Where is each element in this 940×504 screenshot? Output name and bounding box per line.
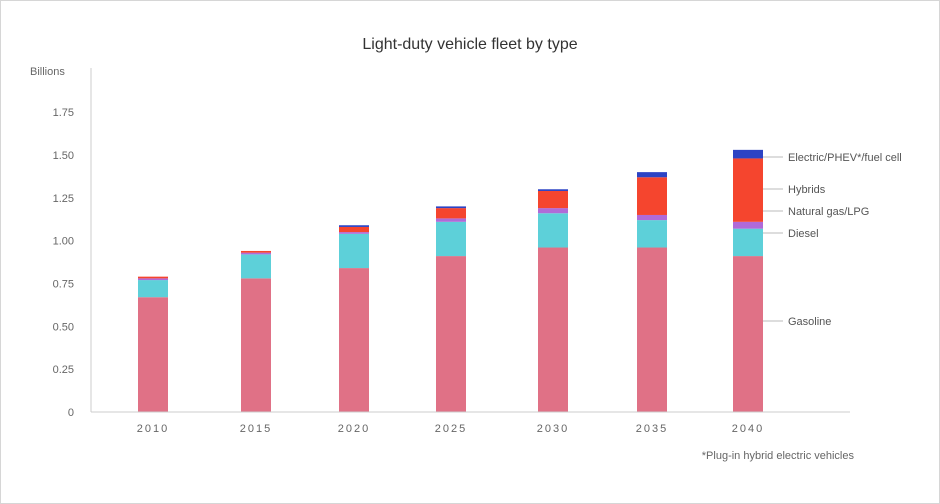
x-tick-label: 2015 <box>240 423 272 435</box>
y-tick-label: 1.75 <box>53 107 74 119</box>
y-tick-label: 1.25 <box>53 193 74 205</box>
x-tick-label: 2040 <box>732 423 764 435</box>
bar-segment-hybrids-2015 <box>241 250 271 253</box>
footnote: *Plug-in hybrid electric vehicles <box>701 450 854 462</box>
bar-segment-gasoline-2040 <box>733 256 763 412</box>
series-label-diesel: Diesel <box>788 228 819 240</box>
bar-segment-electric-phev-fuel-cell-2025 <box>436 206 466 209</box>
bar-segment-diesel-2020 <box>339 233 369 269</box>
chart-title: Light-duty vehicle fleet by type <box>362 36 578 53</box>
bar-segment-hybrids-2020 <box>339 226 369 233</box>
x-tick-label: 2035 <box>636 423 668 435</box>
x-tick-label: 2030 <box>537 423 569 435</box>
bar-segment-natural-gas-lpg-2020 <box>339 232 369 234</box>
bar-segment-gasoline-2025 <box>436 256 466 412</box>
x-tick-label: 2010 <box>137 423 169 435</box>
bar-segment-hybrids-2025 <box>436 208 466 219</box>
bar-segment-natural-gas-lpg-2015 <box>241 252 271 255</box>
series-label-natural-gas-lpg: Natural gas/LPG <box>788 206 869 218</box>
y-tick-label: 0 <box>68 407 74 419</box>
bar-segment-diesel-2035 <box>637 220 667 248</box>
bar-segment-diesel-2015 <box>241 254 271 279</box>
bar-segment-natural-gas-lpg-2040 <box>733 221 763 229</box>
bars-group <box>138 149 763 412</box>
bar-segment-diesel-2010 <box>138 280 168 298</box>
series-labels-group: Gasoline Diesel Natural gas/LPG Hybrids Elec… <box>763 152 902 328</box>
bar-segment-diesel-2040 <box>733 228 763 257</box>
y-tick-label: 0.50 <box>53 321 74 333</box>
bar-segment-natural-gas-lpg-2035 <box>637 214 667 221</box>
bar-segment-natural-gas-lpg-2025 <box>436 218 466 222</box>
bar-segment-gasoline-2030 <box>538 247 568 412</box>
bar-segment-gasoline-2015 <box>241 278 271 412</box>
x-tick-label: 2025 <box>435 423 467 435</box>
x-tick-label: 2020 <box>338 423 370 435</box>
y-axis-unit-label: Billions <box>30 66 65 78</box>
bar-segment-gasoline-2010 <box>138 297 168 412</box>
bar-segment-gasoline-2020 <box>339 268 369 412</box>
series-label-hybrids: Hybrids <box>788 184 826 196</box>
bar-segment-hybrids-2010 <box>138 276 168 279</box>
y-tick-label: 1.50 <box>53 150 74 162</box>
bar-segment-hybrids-2030 <box>538 190 568 209</box>
bar-segment-hybrids-2035 <box>637 177 667 215</box>
bar-segment-electric-phev-fuel-cell-2020 <box>339 225 369 227</box>
bar-segment-gasoline-2035 <box>637 247 667 412</box>
bar-segment-electric-phev-fuel-cell-2035 <box>637 172 667 178</box>
bar-segment-electric-phev-fuel-cell-2040 <box>733 149 763 159</box>
series-label-gasoline: Gasoline <box>788 316 831 328</box>
y-tick-label: 0.75 <box>53 279 74 291</box>
bar-segment-diesel-2025 <box>436 221 466 257</box>
series-label-electric-phev-fuel-cell: Electric/PHEV*/fuel cell <box>788 152 902 164</box>
bar-segment-natural-gas-lpg-2030 <box>538 208 568 214</box>
bar-segment-hybrids-2040 <box>733 158 763 222</box>
bar-segment-diesel-2030 <box>538 213 568 248</box>
y-tick-label: 0.25 <box>53 364 74 376</box>
bar-segment-natural-gas-lpg-2010 <box>138 278 168 281</box>
axes-group: 0 0.25 0.50 0.75 1.00 1.25 1.50 1.75 2010 2015 202… <box>53 68 850 435</box>
y-tick-label: 1.00 <box>53 236 74 248</box>
bar-segment-electric-phev-fuel-cell-2030 <box>538 189 568 191</box>
